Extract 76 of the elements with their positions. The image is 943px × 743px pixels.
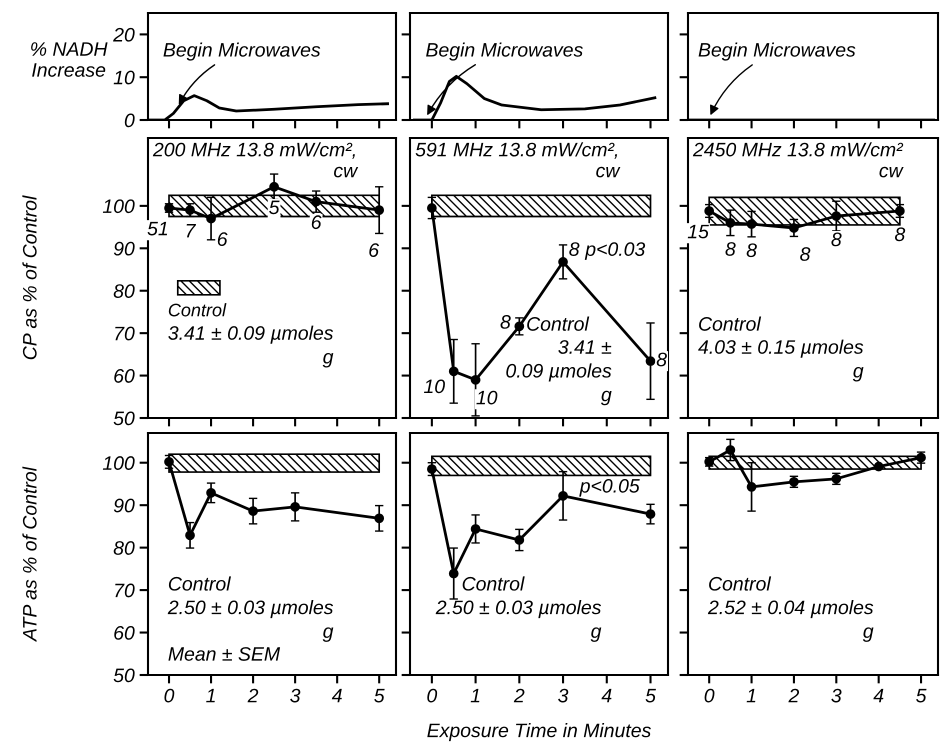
annotation: 10 [476,390,498,404]
annotation: p<0.03 [584,242,646,260]
annotation: 8 [725,242,736,256]
y-tick-label: 50 [114,411,135,426]
annotation: 6 [218,232,228,246]
x-tick-label: 0 [704,688,714,702]
annotation: Control [527,316,590,331]
annotation: 7 [186,224,196,238]
x-tick-label: 5 [646,688,656,702]
annotation: Begin Microwaves [163,42,320,61]
annotation: 2.52 ± 0.04 µmoles g [708,600,874,642]
y-tick-label: 60 [114,626,135,640]
annotation: 6 [369,243,380,258]
annotation: 6 [312,215,322,230]
annotation: Begin Microwaves [698,42,856,61]
x-tick-label: 3 [558,688,568,702]
annotation: Begin Microwaves [426,42,583,61]
x-tick-label: 1 [470,688,480,702]
y-tick-label: 90 [114,242,135,256]
x-tick-label: 5 [916,688,927,702]
annotation: 8 [656,352,667,366]
y-tick-label: 80 [114,541,135,555]
annotation: 8 [746,243,757,258]
legend-label: Control [168,303,226,316]
x-tick-label: 0 [164,688,174,702]
annotation: 8 [831,232,842,246]
y-tick-label: 80 [114,284,135,298]
text: 2450 MHz 13.8 mW/cm² cw [692,142,904,178]
point [874,462,884,472]
y-tick-label: 100 [102,199,135,214]
x-tick-label: 3 [290,688,300,702]
x-tick-label: 4 [873,688,884,702]
x-tick-label: 4 [602,688,612,702]
annotation: p<0.05 [579,478,640,497]
x-tick-label: 3 [831,688,842,702]
annotation: Control [168,576,231,591]
x-tick-label: 5 [374,688,385,702]
annotation: 8 [894,227,906,242]
annotation: 2.50 ± 0.03 µmoles g [436,600,602,642]
y-axis-title: CP as % of Control [22,195,37,360]
x-tick-label: 2 [788,688,800,702]
annotation: 51 [148,222,168,236]
y-tick-label: 0 [124,113,135,128]
annotation: Control [462,576,525,591]
text: 200 MHz 13.8 mW/cm², cw [152,142,358,178]
annotation: 2.50 ± 0.03 µmoles g [168,600,334,642]
annotation: 5 [269,200,280,214]
x-axis-title: Exposure Time in Minutes [427,722,651,742]
y-tick-label: 100 [102,456,135,470]
x-tick-label: 2 [248,688,258,702]
x-tick-label: 4 [332,688,342,702]
y-tick-label: 70 [115,584,135,598]
y-tick-label: 50 [114,668,135,682]
annotation: 8 [800,247,810,261]
annotation: 4.03 ± 0.15 µmoles g [698,340,864,382]
annotation: 8 [500,315,511,329]
annotation: 3.41 ± 0.09 µmoles g [168,326,334,368]
x-tick-label: 2 [514,688,524,702]
y-tick-label: 90 [114,498,135,512]
y-tick-label: 70 [115,326,135,340]
annotation: Control [699,316,762,331]
y-tick-label: 60 [114,369,135,383]
x-tick-label: 0 [427,688,438,702]
x-tick-label: 1 [206,688,215,702]
annotation: 3.41 ± 0.09 µmoles g [506,340,612,406]
y-tick-label: 10 [114,70,135,84]
y-axis-title: ATP as % of Control [22,466,37,642]
annotation: 8 [569,242,580,256]
annotation: Mean ± SEM [168,647,280,661]
y-tick-label: 20 [113,28,135,42]
text: 591 MHz 13.8 mW/cm², cw [416,142,620,178]
annotation: 10 [424,379,445,394]
annotation: Control [709,576,772,591]
x-tick-label: 1 [746,688,756,702]
annotation: 15 [688,224,709,238]
y-axis-title: % NADH Increase [31,42,108,77]
